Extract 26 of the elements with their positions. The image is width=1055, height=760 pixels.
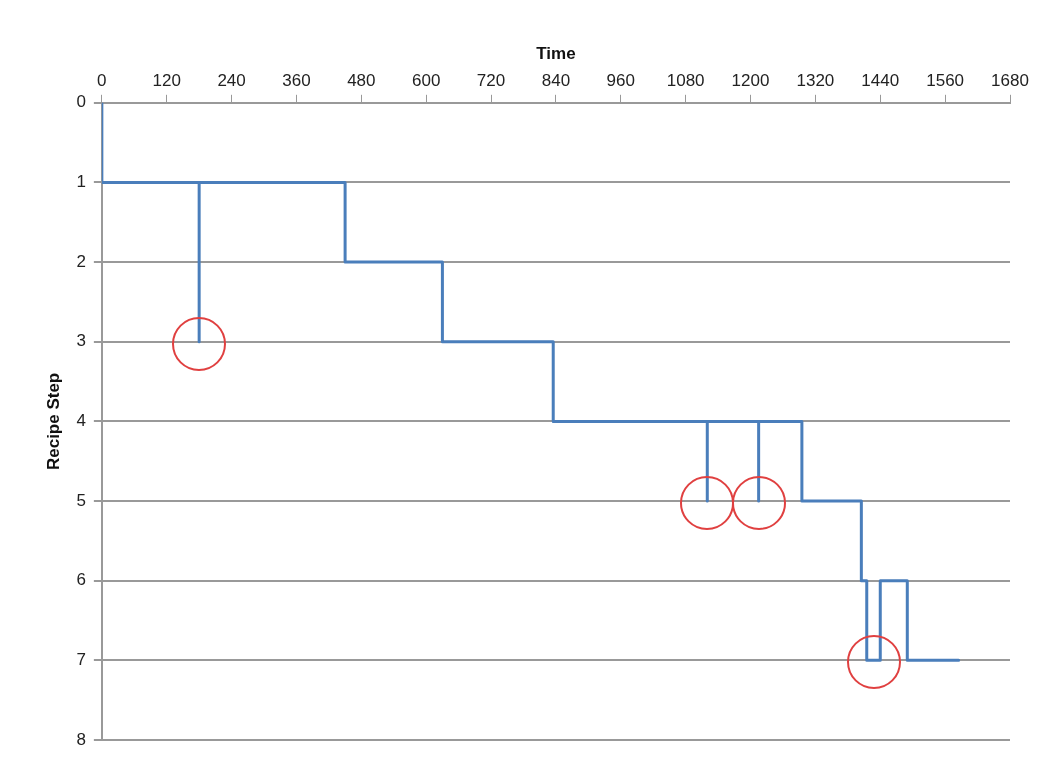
x-tick-label: 1440	[861, 71, 900, 91]
y-axis-title: Recipe Step	[43, 372, 63, 471]
x-tick-label: 360	[282, 71, 311, 91]
y-tick-label: 0	[76, 92, 86, 112]
y-tick-label: 7	[76, 650, 86, 670]
x-tick-label: 1080	[666, 71, 705, 91]
x-tick-label: 120	[152, 71, 181, 91]
y-tick-label: 6	[76, 570, 86, 590]
y-tick-label: 5	[76, 490, 86, 510]
x-tick-label: 240	[217, 71, 246, 91]
y-tick-label: 8	[76, 729, 86, 749]
y-tick-label: 1	[76, 172, 86, 192]
x-axis-title: Time	[536, 43, 576, 63]
x-tick-label: 960	[606, 71, 635, 91]
x-tick-label: 600	[412, 71, 441, 91]
x-tick-label: 720	[476, 71, 506, 91]
x-tick-label: 1680	[991, 71, 1029, 91]
x-tick-label: 1560	[926, 71, 965, 91]
x-tick-label: 1200	[731, 71, 770, 91]
y-tick-label: 3	[76, 331, 86, 351]
x-tick-label: 840	[541, 71, 571, 91]
x-tick-label: 1320	[796, 71, 835, 91]
y-tick-label: 4	[76, 411, 86, 431]
y-tick-label: 2	[76, 251, 86, 271]
x-tick-label: 480	[347, 71, 376, 91]
x-tick-label: 0	[97, 71, 107, 91]
